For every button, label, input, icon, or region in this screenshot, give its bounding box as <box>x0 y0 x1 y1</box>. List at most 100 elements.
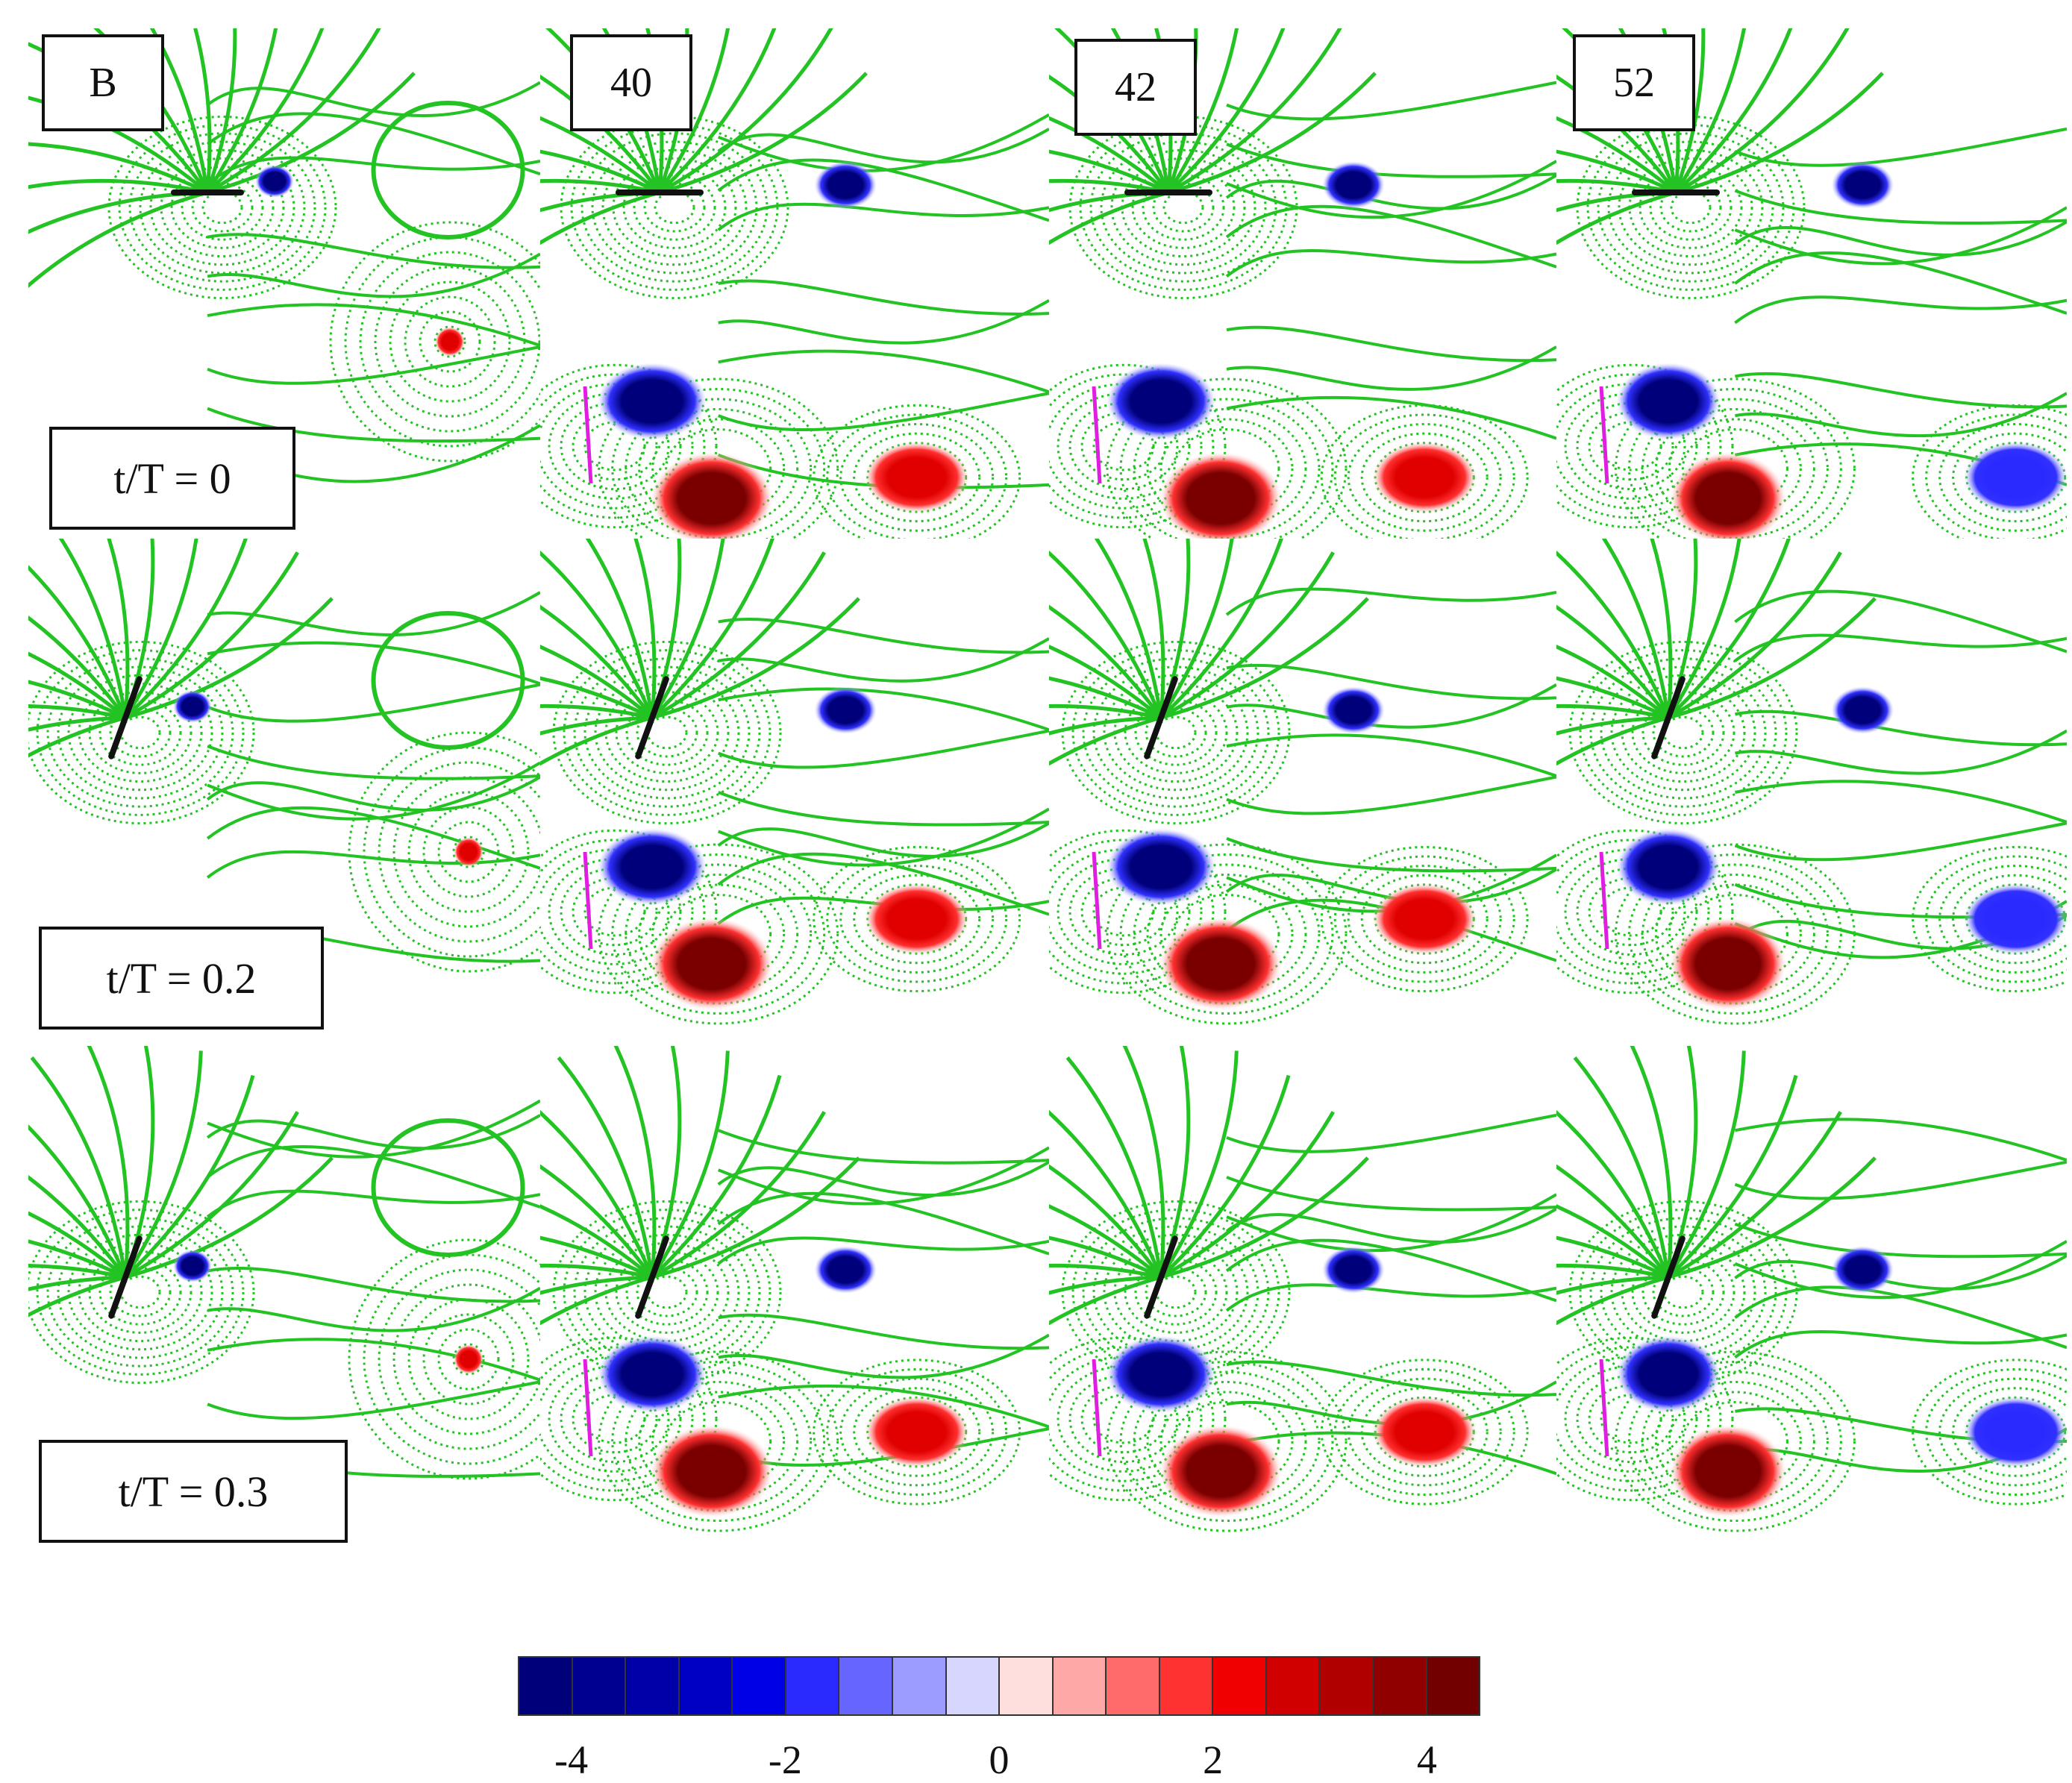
streamline <box>594 674 740 792</box>
streamline <box>718 298 1049 345</box>
colorbar-swatch <box>572 1658 627 1714</box>
airfoil <box>1651 1235 1686 1319</box>
streamline <box>1092 665 1259 800</box>
streamline <box>1938 865 2067 974</box>
negative-vortex <box>173 690 212 723</box>
plate <box>583 1359 593 1457</box>
streamline <box>1925 855 2067 983</box>
streamline <box>1734 206 2067 266</box>
streamline <box>604 1241 730 1343</box>
streamline <box>1621 682 1746 783</box>
streamline <box>1734 220 2067 257</box>
colorbar-swatch <box>1159 1658 1214 1714</box>
streamline <box>107 539 130 718</box>
streamline <box>1106 377 1348 539</box>
streamline <box>109 707 172 758</box>
streamline <box>839 1377 995 1487</box>
negative-vortex <box>1831 161 1894 209</box>
streamline <box>1579 649 1788 816</box>
streamline <box>1133 1370 1321 1512</box>
streamline <box>1618 148 1764 266</box>
streamline <box>1057 858 1191 965</box>
streamline <box>717 113 1049 172</box>
positive-vortex <box>1670 918 1786 1010</box>
streamline <box>540 1336 718 1502</box>
streamline <box>1226 853 1556 913</box>
streamline <box>1556 373 1722 519</box>
airfoil <box>108 1235 143 1319</box>
streamline <box>128 132 316 283</box>
streamline <box>1597 132 1785 283</box>
streamline <box>718 1313 1049 1350</box>
row-label-t03: t/T = 0.3 <box>39 1440 348 1543</box>
streamline <box>1226 837 1556 873</box>
streamline <box>123 1050 203 1279</box>
streamline <box>1159 539 1234 719</box>
negative-vortex <box>1831 686 1894 734</box>
positive-vortex <box>1670 1425 1786 1517</box>
streamline <box>1068 115 1298 300</box>
streamline <box>657 28 730 194</box>
streamline <box>28 190 208 289</box>
streamline <box>1347 423 1502 532</box>
streamline <box>98 699 182 766</box>
streamline <box>206 28 381 195</box>
streamline <box>839 865 995 974</box>
streamline <box>540 1164 654 1279</box>
colorbar-swatch <box>1107 1658 1160 1714</box>
streamline <box>540 1235 654 1279</box>
streamline <box>717 807 1049 867</box>
streamline <box>560 115 789 300</box>
negative-vortex <box>1963 1396 2067 1468</box>
streamline <box>1049 373 1215 519</box>
streamline <box>1556 178 1677 195</box>
colorbar-swatch <box>1427 1658 1480 1714</box>
positive-vortex <box>1159 918 1282 1010</box>
plate <box>1599 386 1609 484</box>
streamline <box>552 640 782 825</box>
streamline <box>717 1146 1049 1206</box>
streamline <box>207 591 540 636</box>
streamline <box>583 665 751 800</box>
plate <box>1599 851 1609 950</box>
streamline <box>1568 1200 1798 1385</box>
streamline <box>826 855 1008 983</box>
streamline <box>1601 539 1671 718</box>
streamline <box>1589 657 1777 808</box>
streamline <box>36 649 245 816</box>
streamline <box>207 233 540 269</box>
streamline <box>207 641 540 686</box>
streamline <box>392 1283 540 1435</box>
streamline <box>1226 733 1556 778</box>
streamline <box>853 1387 981 1477</box>
airfoil <box>635 676 669 759</box>
streamline <box>88 1250 193 1334</box>
streamline <box>643 182 706 233</box>
streamline <box>1166 28 1239 194</box>
streamline <box>206 156 540 185</box>
streamline <box>1952 874 2067 965</box>
colorbar-swatch <box>519 1658 573 1714</box>
streamline <box>107 115 337 300</box>
airfoil <box>108 676 143 759</box>
streamline <box>1734 295 2067 325</box>
streamline <box>573 657 761 808</box>
streamline <box>1627 388 1842 539</box>
airfoil <box>1144 676 1178 759</box>
streamline <box>207 1338 540 1382</box>
streamline <box>1556 190 1677 245</box>
streamline <box>612 157 737 258</box>
streamline <box>1168 72 1377 195</box>
streamline <box>392 776 540 928</box>
streamline <box>1049 1275 1162 1326</box>
streamline <box>1630 1046 1673 1278</box>
streamline <box>1734 251 2067 315</box>
streamline <box>826 1368 1008 1496</box>
streamline <box>1226 395 1556 440</box>
streamline <box>1556 829 1734 994</box>
negative-vortex <box>1106 828 1216 906</box>
streamline <box>1667 551 1842 720</box>
streamline <box>718 1333 1049 1379</box>
streamline <box>826 413 1008 539</box>
streamline <box>540 604 654 719</box>
